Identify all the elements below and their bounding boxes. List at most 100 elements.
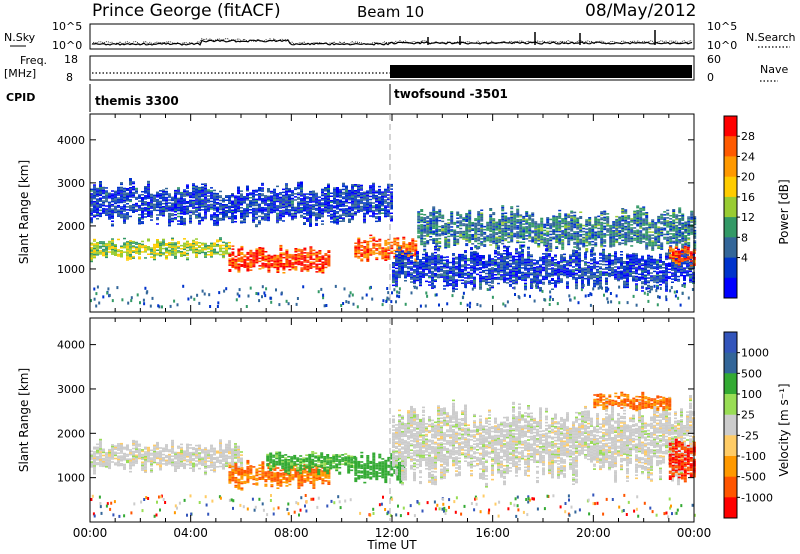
power-cell — [633, 230, 637, 232]
power-cell — [123, 207, 126, 209]
power-cell — [291, 208, 294, 210]
power-cell — [458, 270, 461, 272]
power-cell — [567, 239, 571, 241]
power-cell — [411, 245, 415, 248]
power-cell — [213, 207, 216, 210]
power-cell — [398, 252, 401, 254]
power-cell — [336, 200, 339, 202]
power-cell — [509, 285, 512, 287]
power-cell — [123, 204, 126, 206]
power-cell — [294, 248, 298, 250]
power-cell — [603, 219, 607, 222]
power-cell — [660, 242, 664, 244]
power-cell — [246, 270, 250, 272]
power-cell — [552, 236, 556, 238]
power-cell — [144, 246, 147, 249]
power-cell — [480, 214, 484, 216]
power-cell — [558, 215, 562, 218]
power-cell — [153, 258, 156, 261]
power-cell — [159, 203, 162, 206]
power-cell — [564, 225, 568, 227]
power-cell — [437, 266, 440, 268]
power-cell — [246, 256, 250, 258]
power-cell — [210, 206, 213, 209]
power-cell — [576, 226, 580, 229]
power-cell — [144, 245, 147, 247]
power-cell — [459, 227, 463, 230]
power-cell — [147, 240, 150, 242]
power-cell — [297, 202, 300, 205]
power-cell — [440, 273, 443, 275]
power-cell — [576, 231, 580, 233]
power-cell — [93, 191, 96, 194]
power-cell — [315, 203, 318, 205]
power-cell — [615, 232, 619, 234]
power-cell — [594, 227, 598, 229]
power-cell — [129, 247, 132, 250]
power-cell — [464, 259, 467, 261]
power-cell — [333, 211, 336, 213]
power-cell — [300, 216, 303, 218]
power-cell — [201, 244, 204, 246]
power-cell — [315, 201, 318, 204]
power-cell — [96, 204, 99, 206]
power-cell — [372, 191, 375, 194]
power-cell — [210, 203, 213, 206]
power-cell — [216, 214, 219, 216]
power-cell — [117, 209, 120, 211]
power-cell — [237, 189, 240, 192]
power-cell — [315, 253, 319, 255]
power-cell — [479, 267, 482, 269]
power-cell — [159, 246, 162, 248]
power-cell — [312, 213, 315, 215]
power-cell — [564, 220, 568, 223]
power-cell — [201, 204, 204, 207]
power-cell — [297, 210, 300, 212]
power-cell — [186, 205, 189, 207]
power-cell — [204, 183, 207, 185]
power-cell — [351, 202, 354, 204]
power-cell — [366, 243, 370, 246]
power-cell — [141, 212, 144, 214]
power-cell — [282, 256, 286, 259]
power-cell — [525, 226, 529, 228]
power-cell — [534, 242, 538, 244]
power-cell — [395, 285, 398, 288]
power-cell — [306, 196, 309, 198]
power-cell — [171, 242, 174, 244]
power-cell — [510, 236, 514, 238]
power-cell — [204, 192, 207, 194]
power-cell — [687, 241, 691, 244]
power-cell — [492, 231, 496, 234]
power-cell — [363, 193, 366, 195]
power-cell — [549, 223, 553, 225]
power-cell — [282, 269, 286, 271]
power-cell — [93, 244, 96, 247]
power-cell — [267, 206, 270, 208]
power-cell — [489, 220, 493, 222]
power-cell — [135, 205, 138, 208]
power-cell — [210, 253, 213, 255]
power-cell — [485, 281, 488, 284]
power-cell — [395, 254, 398, 256]
power-cell — [261, 182, 264, 185]
power-cell — [657, 238, 661, 240]
power-cell — [422, 264, 425, 266]
power-cell — [345, 185, 348, 187]
power-cell — [476, 269, 479, 271]
power-cell — [576, 220, 580, 222]
power-cell — [192, 201, 195, 203]
power-cell — [99, 205, 102, 207]
power-cell — [354, 254, 358, 256]
power-cell — [237, 198, 240, 201]
power-cell — [516, 241, 520, 244]
power-cell — [123, 196, 126, 199]
power-cell — [288, 259, 292, 262]
power-cell — [633, 237, 637, 240]
power-cell — [561, 221, 565, 223]
power-cell — [189, 193, 192, 196]
power-cell — [261, 250, 265, 252]
power-cell — [398, 257, 401, 259]
power-cell — [488, 271, 491, 273]
power-cell — [93, 185, 96, 188]
